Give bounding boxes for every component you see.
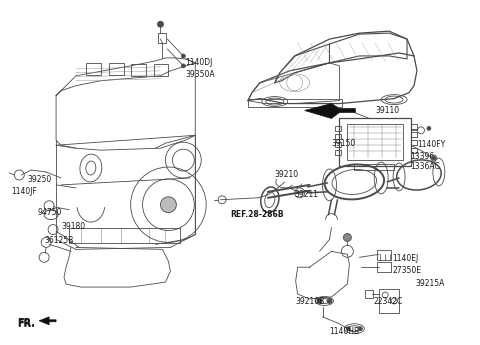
Text: FR.: FR.: [17, 319, 36, 329]
Bar: [109, 63, 124, 75]
Text: 1140DJ: 1140DJ: [185, 58, 213, 67]
Bar: [154, 65, 168, 76]
Bar: [348, 125, 403, 160]
Text: 1140FY: 1140FY: [417, 140, 445, 149]
Text: REF.28-286B: REF.28-286B: [230, 210, 284, 219]
Bar: [354, 164, 394, 170]
Text: 1336AC: 1336AC: [410, 162, 440, 171]
Bar: [411, 148, 417, 153]
Text: 36125B: 36125B: [44, 236, 73, 246]
Text: 39110: 39110: [375, 106, 399, 115]
Bar: [365, 290, 373, 298]
Text: 39211: 39211: [295, 190, 319, 199]
Text: 39210B: 39210B: [296, 297, 325, 306]
Text: FR.: FR.: [17, 318, 36, 328]
Bar: [86, 63, 101, 75]
Bar: [339, 118, 411, 166]
Circle shape: [327, 298, 332, 304]
Circle shape: [181, 54, 185, 58]
Bar: [131, 64, 145, 76]
Text: 39250: 39250: [27, 175, 51, 184]
Bar: [411, 132, 417, 137]
Circle shape: [181, 64, 185, 68]
Circle shape: [160, 197, 176, 213]
Text: 1140EJ: 1140EJ: [392, 254, 419, 263]
Bar: [248, 99, 342, 107]
Bar: [379, 289, 399, 313]
Bar: [336, 134, 341, 139]
Circle shape: [432, 156, 436, 160]
Text: 39180: 39180: [61, 221, 85, 230]
Circle shape: [157, 21, 164, 27]
Text: 39350A: 39350A: [185, 70, 215, 79]
Polygon shape: [39, 317, 56, 325]
Circle shape: [427, 126, 431, 130]
Text: 94750: 94750: [37, 208, 61, 217]
Text: 39210: 39210: [275, 170, 299, 179]
Text: 27350E: 27350E: [392, 266, 421, 275]
Text: 1140HB: 1140HB: [329, 327, 360, 336]
Text: 39150: 39150: [332, 139, 356, 148]
Bar: [377, 250, 391, 260]
Circle shape: [347, 327, 350, 331]
Circle shape: [317, 298, 322, 304]
Bar: [336, 126, 341, 131]
Polygon shape: [305, 104, 355, 118]
Bar: [69, 228, 180, 244]
Bar: [336, 150, 341, 155]
Bar: [377, 262, 391, 272]
Bar: [336, 142, 341, 147]
Text: 13396: 13396: [410, 152, 434, 161]
Bar: [411, 140, 417, 145]
Circle shape: [343, 234, 351, 242]
Bar: [158, 33, 167, 43]
Bar: [411, 125, 417, 129]
Circle shape: [358, 327, 362, 331]
Text: 39215A: 39215A: [415, 279, 444, 288]
Text: 1140JF: 1140JF: [12, 187, 37, 196]
Text: 22342C: 22342C: [373, 297, 402, 306]
